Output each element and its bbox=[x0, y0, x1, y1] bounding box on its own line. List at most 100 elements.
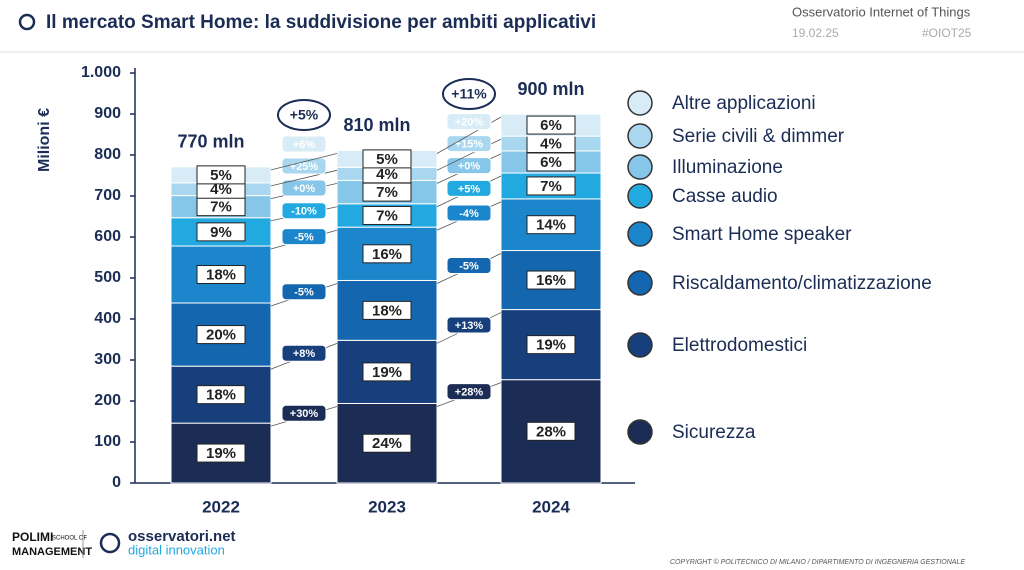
legend-icon bbox=[627, 270, 653, 296]
segment-label-box bbox=[362, 149, 412, 169]
growth-box bbox=[281, 135, 327, 153]
growth-label: -4% bbox=[459, 208, 479, 220]
y-tick-label: 200 bbox=[94, 392, 121, 409]
y-tick-label: 0 bbox=[112, 474, 121, 491]
legend-label: Smart Home speaker bbox=[672, 224, 852, 245]
growth-box bbox=[446, 256, 492, 274]
x-tick-label: 2024 bbox=[532, 497, 570, 516]
segment-label: 4% bbox=[540, 135, 562, 152]
brand-sub: digital innovation bbox=[128, 542, 225, 557]
segment-label: 18% bbox=[206, 266, 236, 283]
segment-label: 7% bbox=[376, 207, 398, 224]
growth-label: +28% bbox=[455, 386, 484, 398]
legend-label: Serie civili & dimmer bbox=[672, 126, 845, 147]
segment-label: 18% bbox=[372, 302, 402, 319]
legend-label: Elettrodomestici bbox=[672, 335, 807, 356]
observatory: Osservatorio Internet of Things bbox=[792, 4, 971, 19]
y-tick-label: 300 bbox=[94, 351, 121, 368]
brand: osservatori.net bbox=[128, 528, 236, 545]
growth-connector bbox=[270, 169, 338, 187]
legend-label: Casse audio bbox=[672, 186, 778, 207]
y-tick-label: 700 bbox=[94, 187, 121, 204]
y-tick-label: 500 bbox=[94, 269, 121, 286]
growth-label: -5% bbox=[459, 260, 479, 272]
legend-label: Riscaldamento/climatizzazione bbox=[672, 273, 932, 294]
segment-label-box bbox=[362, 244, 412, 264]
y-tick-label: 100 bbox=[94, 433, 121, 450]
total-growth: +5% bbox=[290, 107, 319, 123]
segment-label-box bbox=[526, 270, 576, 290]
segment-label: 4% bbox=[210, 181, 232, 198]
growth-label: +25% bbox=[290, 161, 319, 173]
legend-icon bbox=[627, 221, 653, 247]
growth-box bbox=[281, 344, 327, 362]
total-label: 900 mln bbox=[517, 79, 584, 99]
y-axis-title: Milioni € bbox=[36, 108, 53, 172]
growth-label: -10% bbox=[291, 206, 317, 218]
legend-icon bbox=[627, 419, 653, 445]
segment-label: 7% bbox=[210, 199, 232, 216]
segment-label: 7% bbox=[540, 178, 562, 195]
segment-label: 5% bbox=[210, 167, 232, 184]
legend-icon bbox=[627, 154, 653, 180]
legend-icon bbox=[627, 183, 653, 209]
growth-label: +13% bbox=[455, 320, 484, 332]
growth-label: +20% bbox=[455, 117, 484, 129]
growth-box bbox=[446, 204, 492, 222]
copyright: COPYRIGHT © POLITECNICO DI MILANO / DIPA… bbox=[670, 558, 965, 566]
hashtag: #OIOT25 bbox=[922, 26, 972, 40]
segment-label: 4% bbox=[376, 166, 398, 183]
segment-label-box bbox=[526, 115, 576, 135]
title: Il mercato Smart Home: la suddivisione p… bbox=[46, 12, 596, 33]
total-growth-ellipse bbox=[442, 78, 496, 110]
total-label: 770 mln bbox=[177, 132, 244, 152]
segment-label: 6% bbox=[540, 154, 562, 171]
total-label: 810 mln bbox=[343, 115, 410, 135]
growth-label: +5% bbox=[458, 183, 481, 195]
segment-label-box bbox=[362, 205, 412, 225]
total-growth: +11% bbox=[451, 86, 487, 102]
school-name: MANAGEMENT bbox=[12, 546, 92, 558]
y-tick-label: 800 bbox=[94, 146, 121, 163]
growth-box bbox=[281, 228, 327, 246]
legend-icon bbox=[627, 332, 653, 358]
growth-connector bbox=[270, 153, 338, 171]
growth-box bbox=[281, 157, 327, 175]
legend-icon bbox=[627, 123, 653, 149]
segment-label: 16% bbox=[372, 246, 402, 263]
brand-icon bbox=[99, 532, 121, 554]
segment-label: 6% bbox=[540, 117, 562, 134]
growth-box bbox=[281, 202, 327, 220]
y-tick-label: 900 bbox=[94, 105, 121, 122]
legend-icon bbox=[627, 90, 653, 116]
segment-label-box bbox=[196, 165, 246, 185]
segment-label: 9% bbox=[210, 224, 232, 241]
growth-label: +0% bbox=[293, 183, 316, 195]
growth-label: +15% bbox=[455, 139, 484, 151]
segment-label: 5% bbox=[376, 151, 398, 168]
legend-label: Altre applicazioni bbox=[672, 93, 816, 114]
segment-label-box bbox=[526, 176, 576, 196]
growth-box bbox=[281, 179, 327, 197]
date: 19.02.25 bbox=[792, 26, 839, 40]
x-tick-label: 2023 bbox=[368, 497, 406, 516]
segment-label: 19% bbox=[372, 364, 402, 381]
logo-icon bbox=[18, 13, 36, 31]
y-tick-label: 400 bbox=[94, 310, 121, 327]
segment-label-box bbox=[196, 265, 246, 285]
legend-label: Sicurezza bbox=[672, 422, 756, 443]
segment-label-box bbox=[362, 300, 412, 320]
y-tick-label: 600 bbox=[94, 228, 121, 245]
segment-label-box bbox=[196, 222, 246, 242]
growth-label: +8% bbox=[293, 348, 316, 360]
growth-label: -5% bbox=[294, 287, 314, 299]
total-growth-ellipse bbox=[277, 99, 331, 131]
segment-label: 7% bbox=[376, 184, 398, 201]
segment-label-box bbox=[196, 325, 246, 345]
segment-label: 18% bbox=[206, 387, 236, 404]
segment-label-box bbox=[526, 215, 576, 235]
growth-box bbox=[446, 179, 492, 197]
growth-label: +6% bbox=[293, 139, 316, 151]
growth-box bbox=[281, 283, 327, 301]
segment-label-box bbox=[196, 385, 246, 405]
